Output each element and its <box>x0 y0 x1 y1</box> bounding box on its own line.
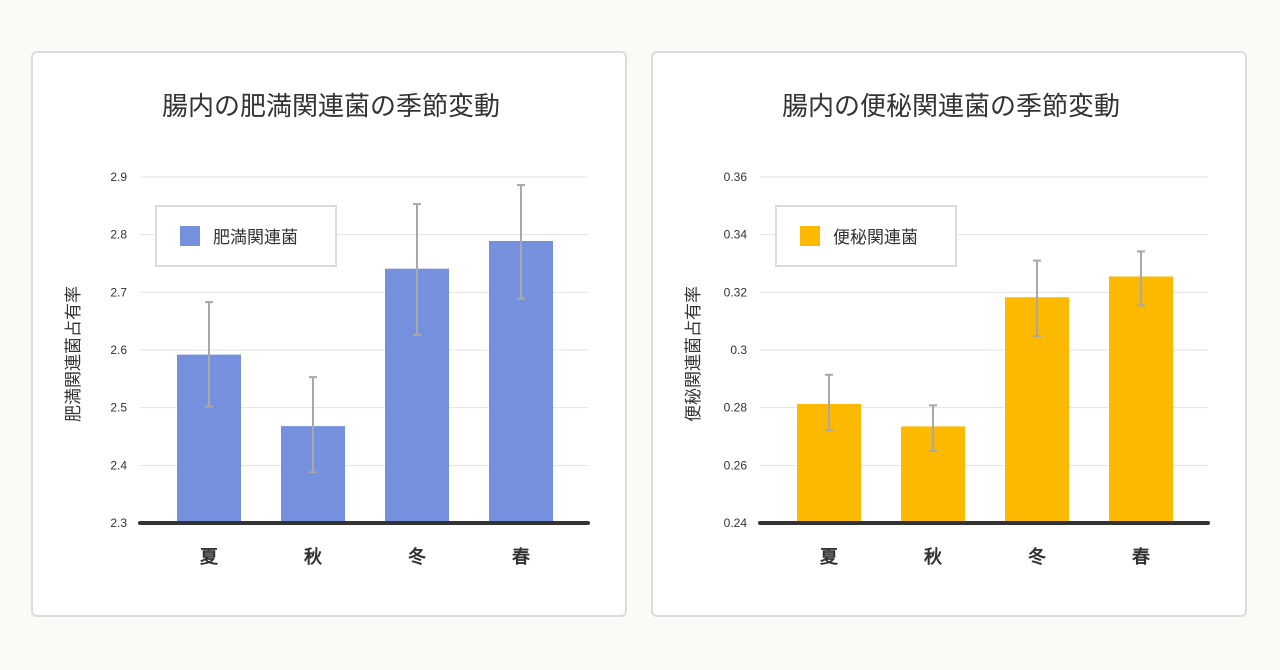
chart-panel-constipation: 腸内の便秘関連菌の季節変動 0.24 0.26 0.28 0.3 0.32 0.34 0.36… <box>651 51 1247 617</box>
chart-obesity: 腸内の肥満関連菌の季節変動 2.3 2.4 2.5 2.6 2.7 2.8 2.9 肥満関連菌占… <box>64 91 590 567</box>
y-tick-label: 0.24 <box>724 516 748 530</box>
chart-panel-obesity: 腸内の肥満関連菌の季節変動 2.3 2.4 2.5 2.6 2.7 2.8 2.9 肥満関連菌占… <box>31 51 627 617</box>
y-tick-label: 0.3 <box>730 343 747 357</box>
x-tick-label: 冬 <box>408 546 426 567</box>
chart-title: 腸内の便秘関連菌の季節変動 <box>782 91 1120 121</box>
y-tick-label: 2.5 <box>110 401 127 415</box>
y-tick-label: 2.6 <box>110 343 127 357</box>
chart-constipation: 腸内の便秘関連菌の季節変動 0.24 0.26 0.28 0.3 0.32 0.34 0.36… <box>684 91 1210 567</box>
x-tick-label: 夏 <box>200 547 219 567</box>
y-tick-label: 2.9 <box>110 170 127 184</box>
chart-title: 腸内の肥満関連菌の季節変動 <box>162 91 500 121</box>
x-tick-label: 春 <box>512 546 531 567</box>
y-tick-label: 2.4 <box>110 458 127 472</box>
legend-label: 肥満関連菌 <box>213 228 298 247</box>
legend-swatch <box>180 226 200 246</box>
x-tick-label: 秋 <box>924 546 943 567</box>
y-tick-label: 2.3 <box>110 516 127 530</box>
legend-swatch <box>800 226 820 246</box>
y-tick-label: 0.26 <box>724 458 748 472</box>
x-tick-label: 春 <box>1132 546 1151 567</box>
y-tick-label: 0.28 <box>724 401 748 415</box>
x-tick-label: 夏 <box>820 547 839 567</box>
y-axis-label: 肥満関連菌占有率 <box>64 286 83 422</box>
y-axis-label: 便秘関連菌占有率 <box>684 286 703 422</box>
y-tick-label: 0.36 <box>724 170 748 184</box>
y-tick-label: 2.8 <box>110 228 127 242</box>
x-tick-label: 秋 <box>304 546 323 567</box>
x-tick-label: 冬 <box>1028 546 1046 567</box>
y-tick-label: 0.32 <box>724 285 748 299</box>
y-tick-label: 0.34 <box>724 228 748 242</box>
y-tick-label: 2.7 <box>110 285 127 299</box>
legend-label: 便秘関連菌 <box>833 228 918 247</box>
bar-4 <box>1109 276 1173 523</box>
